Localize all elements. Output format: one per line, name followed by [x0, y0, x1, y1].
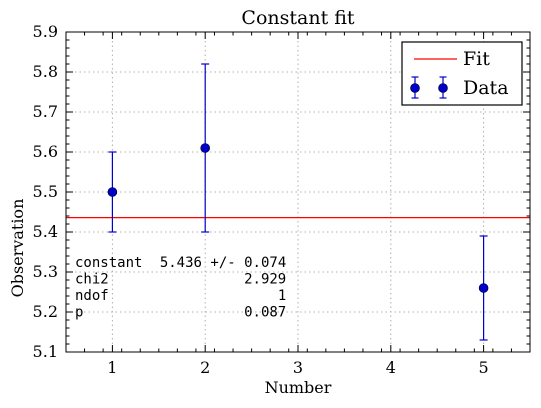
x-axis-label: Number	[265, 378, 332, 397]
data-point	[107, 187, 118, 197]
legend: Fit Data	[401, 41, 523, 106]
stat-label: p	[75, 305, 83, 321]
legend-data-marker	[410, 83, 420, 93]
y-tick-labels: 5.1 5.2 5.3 5.4 5.5 5.6 5.7 5.8 5.9	[33, 22, 58, 361]
x-tick-label: 2	[200, 358, 210, 377]
data-point	[478, 283, 489, 293]
data-series	[107, 63, 489, 341]
fit-statistics-box: constant 5.436 +/- 0.074 chi2 2.929 ndof 1 p 0.…	[75, 255, 286, 321]
stat-label: constant	[75, 255, 142, 271]
legend-fit-label: Fit	[463, 48, 490, 70]
legend-data-label: Data	[463, 77, 509, 99]
stat-label: chi2	[75, 272, 109, 288]
stat-value: 2.929	[244, 272, 286, 288]
y-tick-label: 5.9	[33, 22, 58, 41]
y-tick-label: 5.8	[33, 62, 58, 81]
stat-value: 1	[278, 288, 286, 304]
legend-box	[401, 41, 523, 106]
y-tick-label: 5.6	[33, 142, 58, 161]
stat-label: ndof	[75, 288, 109, 304]
x-tick-label: 1	[107, 358, 117, 377]
y-tick-label: 5.5	[33, 182, 58, 201]
x-tick-label: 4	[386, 358, 396, 377]
y-tick-label: 5.3	[33, 262, 58, 281]
stat-value: 5.436 +/- 0.074	[160, 255, 286, 271]
y-tick-label: 5.2	[33, 302, 58, 321]
major-ticks	[66, 31, 530, 353]
x-tick-labels: 1 2 3 4 5	[107, 358, 488, 377]
y-tick-label: 5.4	[33, 222, 58, 241]
chart-title: Constant fit	[241, 7, 355, 29]
y-tick-label: 5.1	[33, 342, 58, 361]
y-axis-label: Observation	[8, 199, 27, 298]
legend-data-marker	[438, 83, 448, 93]
y-tick-label: 5.7	[33, 102, 58, 121]
x-tick-label: 5	[479, 358, 489, 377]
stat-value: 0.087	[244, 305, 286, 321]
data-point	[200, 143, 210, 153]
x-tick-label: 3	[293, 358, 303, 377]
